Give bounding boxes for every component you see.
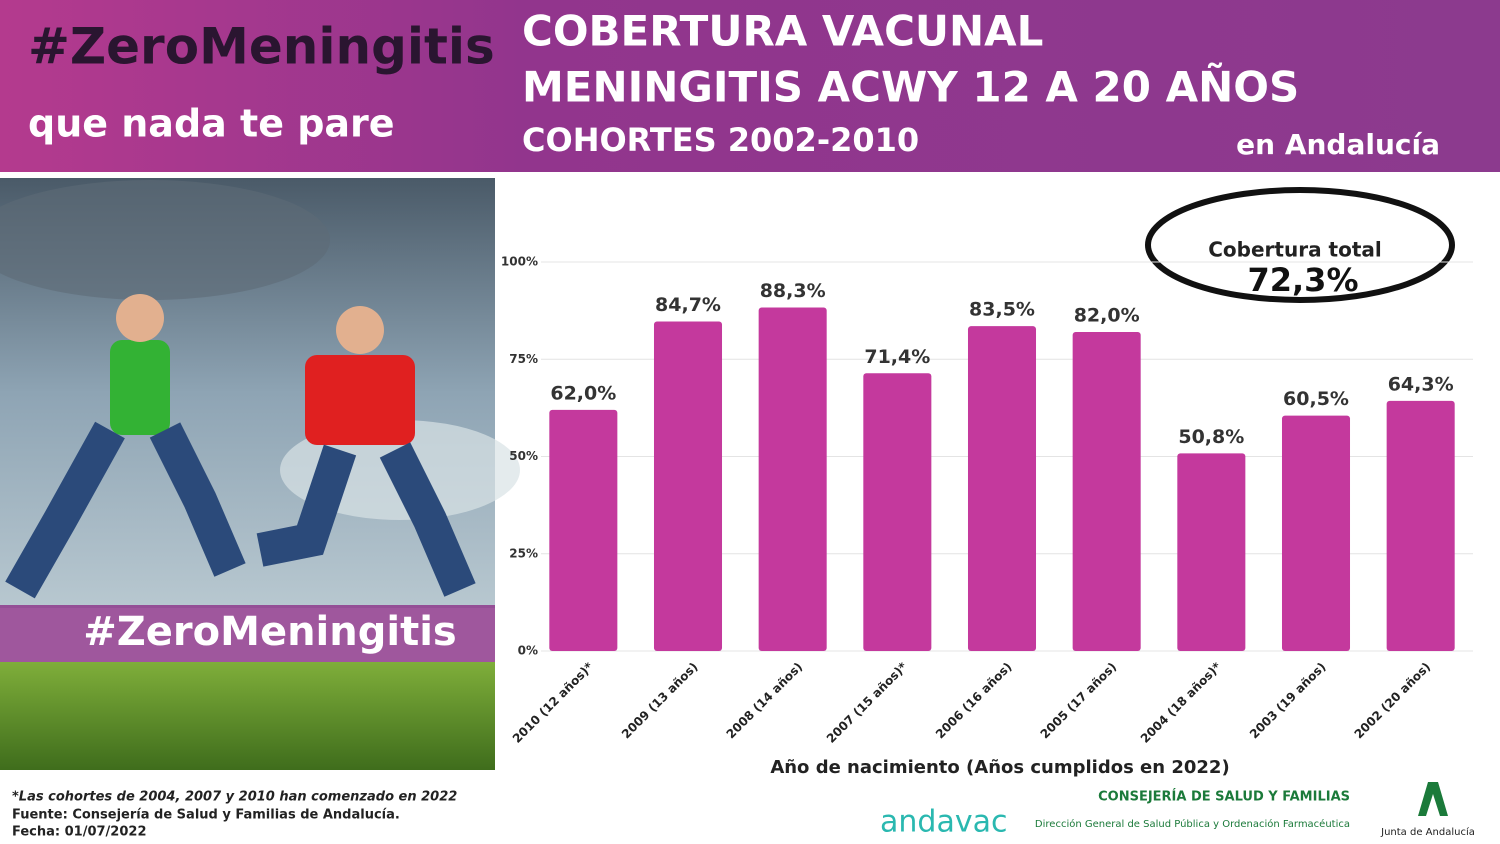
annotation-value: 72,3% <box>1247 261 1358 299</box>
bar <box>863 373 932 651</box>
head <box>336 306 384 354</box>
value-label: 71,4% <box>864 346 930 368</box>
date: Fecha: 01/07/2022 <box>12 825 147 840</box>
header-band <box>0 0 1500 172</box>
bar <box>1386 400 1455 651</box>
title: COBERTURA VACUNAL <box>522 7 1043 56</box>
annotation: Cobertura total 72,3% <box>1145 187 1455 303</box>
value-label: 50,8% <box>1178 426 1244 448</box>
source: Fuente: Consejería de Salud y Familias d… <box>12 808 400 823</box>
bar <box>1281 415 1351 651</box>
logo-andavac: andavac <box>880 805 1007 840</box>
subtitle: COHORTES 2002-2010 <box>522 121 919 159</box>
value-label: 62,0% <box>550 382 616 404</box>
hashtag: #ZeroMeningitis <box>28 18 495 76</box>
footnote: *Las cohortes de 2004, 2007 y 2010 han c… <box>12 790 457 805</box>
legs <box>5 421 246 599</box>
y-tick-label: 75% <box>509 352 538 366</box>
value-label: 83,5% <box>969 299 1035 321</box>
cloud <box>0 180 330 300</box>
bar <box>1177 453 1246 651</box>
y-tick-label: 50% <box>509 449 538 463</box>
y-tick-label: 25% <box>509 546 538 560</box>
value-label: 88,3% <box>760 280 826 302</box>
ministry: CONSEJERÍA DE SALUD Y FAMILIAS <box>1098 789 1350 805</box>
value-label: 84,7% <box>655 294 721 316</box>
banner-text: #ZeroMeningitis <box>83 609 456 655</box>
photo-grass <box>0 662 495 770</box>
junta: Junta de Andalucía <box>1380 826 1475 838</box>
bar <box>758 307 827 651</box>
value-label: 64,3% <box>1388 373 1454 395</box>
bar <box>967 326 1037 651</box>
y-tick-label: 100% <box>501 255 538 269</box>
slogan: que nada te pare <box>28 102 395 146</box>
bar <box>653 321 723 651</box>
value-label: 60,5% <box>1283 388 1349 410</box>
title: MENINGITIS ACWY 12 A 20 AÑOS <box>522 62 1299 112</box>
annotation-label: Cobertura total <box>1208 238 1382 262</box>
banner <box>0 605 495 662</box>
bar <box>549 409 618 651</box>
direction: Dirección General de Salud Pública y Ord… <box>1035 818 1350 830</box>
legs <box>256 442 476 597</box>
head <box>116 294 164 342</box>
bar <box>1072 332 1141 651</box>
x-axis-title: Año de nacimiento (Años cumplidos en 202… <box>770 757 1229 778</box>
photo: #ZeroMeningitis <box>0 178 520 770</box>
value-label: 82,0% <box>1074 305 1140 327</box>
annotation-ring <box>1145 187 1455 303</box>
shirt <box>305 355 415 445</box>
shirt <box>110 340 170 435</box>
region: en Andalucía <box>1236 128 1440 161</box>
y-tick-label: 0% <box>518 644 538 658</box>
junta-logo <box>1418 782 1448 816</box>
